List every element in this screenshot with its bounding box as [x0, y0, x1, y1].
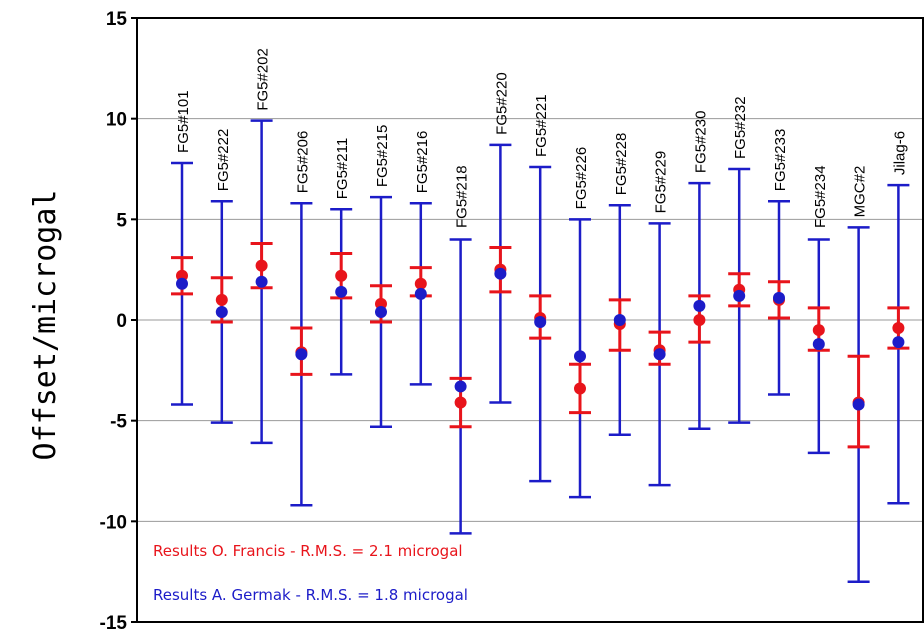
- instrument-label: FG5#218: [454, 165, 471, 228]
- data-marks: [171, 119, 910, 583]
- instrument-label: FG5#229: [653, 151, 670, 214]
- data-point-germak: [534, 316, 547, 329]
- instrument-label: FG5#222: [215, 129, 232, 192]
- data-point-germak: [215, 305, 228, 318]
- instrument-label: FG5#233: [772, 129, 789, 192]
- data-point-francis: [812, 324, 825, 337]
- data-point-germak: [494, 267, 507, 280]
- data-point-germak: [574, 350, 586, 363]
- data-point-germak: [295, 348, 308, 361]
- y-tick-label: -5: [110, 412, 127, 433]
- gridlines: [137, 118, 923, 522]
- y-tick-label: 15: [106, 9, 128, 30]
- data-point-francis: [693, 314, 706, 326]
- data-point-germak: [733, 289, 746, 302]
- y-tick-label: 5: [116, 210, 127, 231]
- y-tick-label: -15: [100, 613, 128, 633]
- instrument-label: FG5#220: [493, 72, 510, 135]
- instrument-label: FG5#234: [812, 165, 829, 228]
- instrument-label: FG5#228: [613, 133, 630, 196]
- data-point-francis: [454, 396, 467, 409]
- y-tick-label: 10: [106, 110, 127, 131]
- data-point-francis: [574, 382, 586, 395]
- data-point-francis: [335, 269, 348, 282]
- data-point-germak: [892, 336, 905, 349]
- instrument-label: Jilag-6: [891, 131, 908, 175]
- data-point-germak: [454, 380, 467, 393]
- instrument-label: FG5#215: [374, 125, 391, 188]
- data-point-germak: [852, 398, 865, 411]
- data-point-germak: [773, 291, 785, 304]
- legend-entry-francis: Results O. Francis - R.M.S. = 2.1 microg…: [153, 542, 463, 560]
- instrument-label: FG5#202: [255, 48, 272, 111]
- legend-entry-germak: Results A. Germak - R.M.S. = 1.8 microga…: [153, 586, 468, 604]
- y-axis-ticks: 15 10 5 0 -5 -10 -15: [100, 9, 137, 633]
- instrument-label: FG5#101: [175, 90, 192, 153]
- instrument-labels: FG5#101 FG5#222 FG5#202 FG5#206 FG5#211 FG5#2…: [175, 48, 908, 228]
- data-point-germak: [812, 338, 825, 351]
- instrument-label: FG5#221: [533, 94, 550, 157]
- data-point-francis: [255, 259, 268, 272]
- data-point-germak: [335, 285, 348, 298]
- instrument-label: FG5#226: [573, 147, 590, 210]
- instrument-label: FG5#230: [692, 111, 709, 174]
- instrument-label: FG5#206: [294, 131, 311, 194]
- data-point-germak: [613, 314, 626, 326]
- data-point-germak: [176, 277, 188, 290]
- y-axis-label: Offset/microgal: [28, 190, 63, 461]
- plot-frame: [136, 17, 924, 623]
- data-point-francis: [414, 277, 427, 290]
- data-point-germak: [693, 299, 706, 312]
- data-point-germak: [375, 305, 387, 318]
- data-point-francis: [892, 322, 905, 335]
- y-tick-label: 0: [116, 311, 127, 332]
- y-tick-label: -10: [100, 512, 127, 533]
- data-point-germak: [255, 275, 268, 288]
- instrument-label: FG5#232: [732, 96, 749, 159]
- instrument-label: MGC#2: [852, 166, 869, 218]
- instrument-label: FG5#216: [414, 131, 431, 194]
- data-point-germak: [414, 287, 427, 300]
- data-point-francis: [215, 293, 228, 306]
- data-point-germak: [653, 348, 666, 361]
- instrument-label: FG5#211: [334, 138, 351, 199]
